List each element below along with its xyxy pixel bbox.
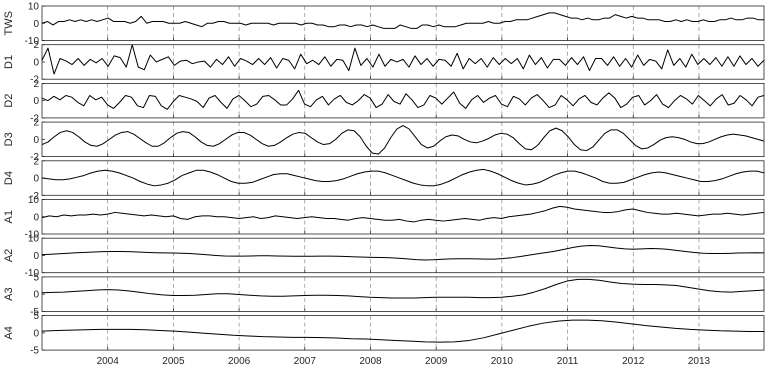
xtick-label-2012: 2012 — [622, 356, 645, 367]
axes-box-d3 — [41, 121, 765, 157]
series-line-a4 — [41, 319, 764, 343]
ytick-label-d4-0: 2 — [33, 156, 39, 167]
ytick-label-a4-2: -5 — [30, 346, 39, 357]
ytick-label-a4-0: 5 — [33, 311, 39, 322]
ytick-label-d3-1: 0 — [33, 135, 39, 146]
panel-label-d1: D1 — [3, 55, 15, 69]
axes-box-a4 — [41, 315, 765, 351]
series-line-a2 — [41, 244, 765, 261]
xtick-label-2009: 2009 — [425, 356, 448, 367]
ytick-label-a4-1: 0 — [33, 328, 39, 339]
ytick-label-d4-2: -2 — [30, 191, 39, 202]
axes-box-d2 — [41, 83, 765, 119]
ytick-label-d2-0: 2 — [33, 79, 39, 90]
ytick-label-a1-0: 10 — [28, 195, 40, 206]
xtick-label-2013: 2013 — [688, 356, 711, 367]
ytick-label-d3-0: 2 — [33, 118, 39, 129]
ytick-label-d1-2: -2 — [30, 75, 39, 86]
panel-label-d3: D3 — [3, 132, 15, 146]
ytick-label-a3-1: 0 — [33, 290, 39, 301]
panel-label-a3: A3 — [3, 287, 15, 300]
series-line-d2 — [41, 89, 765, 110]
xtick-label-2005: 2005 — [162, 356, 185, 367]
ytick-label-d1-1: 0 — [33, 57, 39, 68]
axes-box-d1 — [41, 44, 765, 80]
ytick-label-d2-1: 0 — [33, 96, 39, 107]
ytick-label-a2-2: -10 — [25, 268, 40, 279]
panel-label-d4: D4 — [3, 171, 15, 185]
ytick-label-a1-1: 0 — [33, 212, 39, 223]
panel-label-d2: D2 — [3, 94, 15, 108]
ytick-label-a3-0: 5 — [33, 272, 39, 283]
ytick-label-a3-2: -5 — [30, 307, 39, 318]
panel-label-a1: A1 — [3, 210, 15, 223]
ytick-label-tws-1: 0 — [33, 19, 39, 30]
ytick-label-d1-0: 2 — [33, 40, 39, 51]
ytick-label-d2-2: -2 — [30, 113, 39, 124]
panel-label-tws: TWS — [3, 11, 15, 35]
ytick-label-tws-0: 10 — [28, 2, 40, 13]
ytick-label-d4-1: 0 — [33, 174, 39, 185]
panel-label-a2: A2 — [3, 249, 15, 262]
axes-box-a1 — [41, 199, 765, 235]
xtick-label-2008: 2008 — [359, 356, 382, 367]
series-line-a1 — [41, 205, 765, 223]
axes-box-tws — [41, 5, 765, 41]
series-line-d3 — [41, 125, 765, 155]
xtick-label-2007: 2007 — [294, 356, 317, 367]
axes-box-a2 — [41, 237, 765, 274]
series-line-a3 — [41, 278, 765, 299]
xtick-label-2006: 2006 — [228, 356, 251, 367]
panel-label-a4: A4 — [3, 326, 15, 339]
xtick-label-2011: 2011 — [557, 356, 579, 367]
xtick-label-2004: 2004 — [97, 356, 120, 367]
ytick-label-tws-2: -10 — [25, 36, 40, 47]
ytick-label-a2-1: 0 — [33, 251, 39, 262]
ytick-label-d3-2: -2 — [30, 152, 39, 163]
series-line-d4 — [41, 168, 765, 187]
ytick-label-a2-0: 10 — [28, 234, 40, 245]
series-line-tws — [41, 12, 764, 29]
ytick-label-a1-2: -10 — [25, 230, 40, 241]
series-line-d1 — [41, 44, 765, 75]
axes-box-d4 — [41, 160, 765, 196]
xtick-label-2010: 2010 — [491, 356, 514, 367]
